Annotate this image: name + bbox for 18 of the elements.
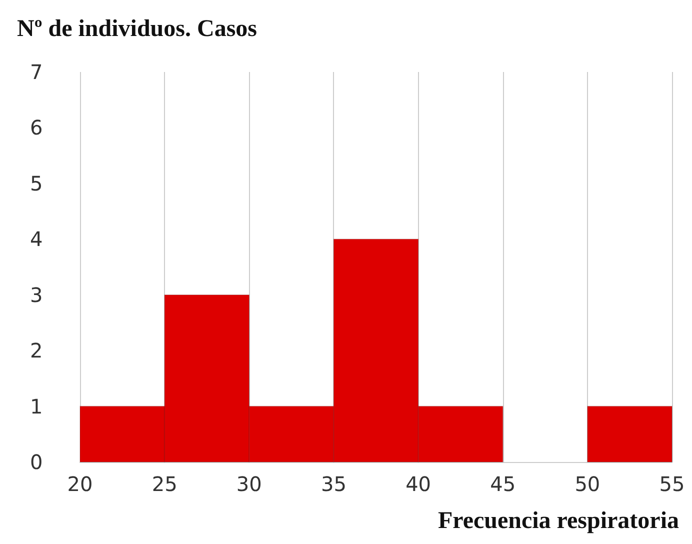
y-tick-label: 3 xyxy=(30,282,43,307)
y-tick-label: 1 xyxy=(30,394,43,418)
y-tick-label: 5 xyxy=(30,171,43,196)
x-tick-label: 50 xyxy=(574,472,600,496)
x-tick-label: 40 xyxy=(406,472,432,496)
x-axis-title: Frecuencia respiratoria xyxy=(438,508,680,534)
y-axis-title: Nº de individuos. Casos xyxy=(17,16,257,42)
y-tick-label: 4 xyxy=(30,227,43,252)
y-tick-label: 7 xyxy=(30,60,43,84)
y-tick-label: 0 xyxy=(30,450,43,474)
y-tick-label: 2 xyxy=(30,338,43,363)
x-tick-label: 35 xyxy=(320,472,346,496)
x-tick-label: 45 xyxy=(490,472,516,496)
x-tick-label: 55 xyxy=(659,472,685,496)
y-tick-label: 6 xyxy=(30,116,43,140)
x-tick-label: 30 xyxy=(236,472,262,496)
x-tick-label: 25 xyxy=(152,472,178,496)
x-tick-label: 20 xyxy=(67,472,93,496)
